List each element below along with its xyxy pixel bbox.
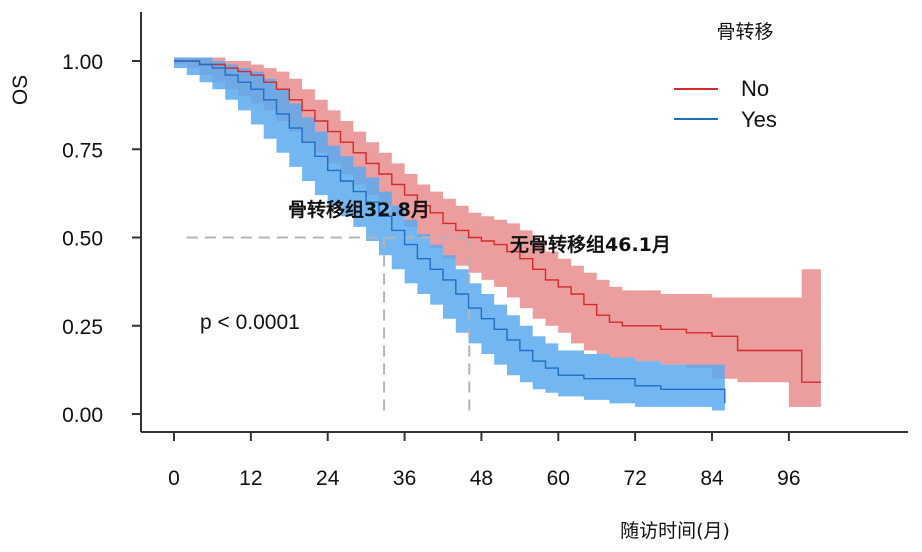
y-axis-title: OS — [9, 75, 32, 105]
p-value: p < 0.0001 — [200, 311, 300, 334]
median-reference-lines — [186, 236, 471, 418]
y-tick-label: 0.25 — [62, 316, 103, 339]
median-label-bone-metastasis: 骨转移组32.8月 — [288, 198, 430, 221]
legend-label-no: No — [741, 76, 769, 101]
km-curve-no — [174, 60, 821, 383]
y-tick-label: 0.50 — [62, 228, 103, 251]
x-tick-label: 96 — [777, 467, 800, 490]
y-tick-label: 0.00 — [62, 404, 103, 427]
ci-band-yes — [174, 57, 725, 411]
x-tick-label: 48 — [470, 467, 493, 490]
x-tick-label: 12 — [239, 467, 262, 490]
legend-label-yes: Yes — [741, 107, 777, 132]
x-axis-title: 随访时间(月) — [620, 520, 730, 542]
axis-ticks: 0 12 24 36 48 60 72 84 96 0.00 0.25 0.50 0.75 1.00 — [62, 51, 800, 490]
axes — [140, 12, 908, 433]
km-curve-yes — [174, 60, 726, 404]
x-tick-label: 24 — [316, 467, 340, 490]
x-tick-label: 0 — [168, 467, 180, 490]
y-tick-label: 1.00 — [62, 51, 103, 74]
x-tick-label: 84 — [700, 467, 724, 490]
x-tick-label: 60 — [547, 467, 570, 490]
x-tick-label: 72 — [623, 467, 646, 490]
confidence-bands — [174, 57, 821, 411]
x-tick-label: 36 — [393, 467, 416, 490]
ci-band-no — [174, 57, 821, 407]
legend-title: 骨转移 — [716, 21, 773, 43]
median-label-no-bone-metastasis: 无骨转移组46.1月 — [510, 233, 671, 256]
survival-curves — [174, 60, 821, 404]
y-tick-label: 0.75 — [62, 139, 103, 162]
